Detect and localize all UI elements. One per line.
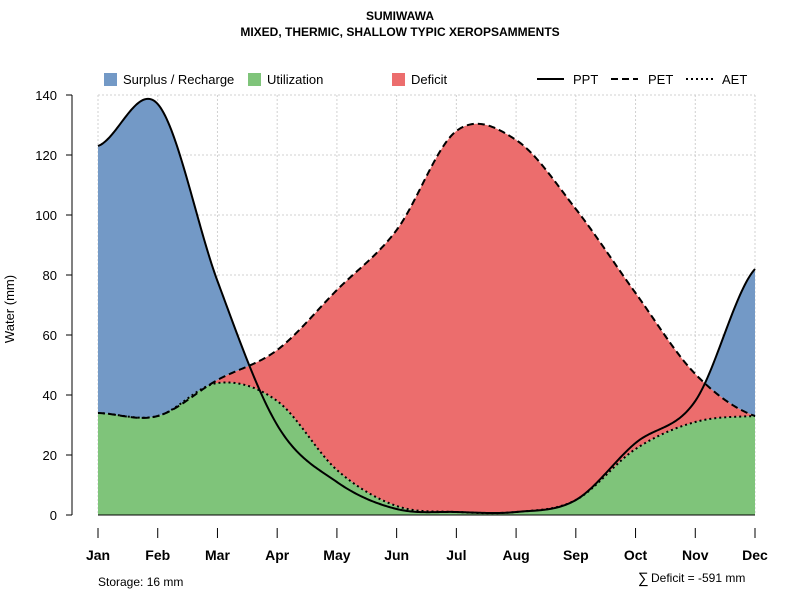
y-tick-label-140: 140 [35, 88, 57, 103]
legend-label-aet: AET [722, 72, 747, 87]
area-deficit [98, 123, 755, 514]
legend-label-ppt: PPT [573, 72, 598, 87]
y-tick-label-80: 80 [43, 268, 57, 283]
x-tick-label-nov: Nov [682, 547, 709, 563]
y-axis-label: Water (mm) [2, 275, 17, 343]
x-tick-label-sep: Sep [563, 547, 589, 563]
axis-layer: 0 20 40 60 80 100 120 140 Jan Feb Mar Apr May Jun Jul A… [35, 88, 768, 563]
y-tick-label-60: 60 [43, 328, 57, 343]
y-tick-label-20: 20 [43, 448, 57, 463]
chart-title: SUMIWAWA [366, 9, 434, 23]
legend-swatch-surplus [104, 73, 117, 86]
area-surplus-recharge [98, 98, 755, 418]
y-tick-label-0: 0 [50, 508, 57, 523]
x-tick-label-jul: Jul [446, 547, 466, 563]
y-tick-label-100: 100 [35, 208, 57, 223]
x-tick-label-mar: Mar [205, 547, 230, 563]
area-utilization [98, 382, 755, 515]
legend: Surplus / Recharge Utilization Deficit P… [104, 72, 747, 87]
x-tick-label-aug: Aug [502, 547, 529, 563]
x-tick-label-jan: Jan [86, 547, 110, 563]
series-line-ppt [97, 97, 756, 515]
x-tick-label-may: May [323, 547, 350, 563]
x-tick-label-oct: Oct [624, 547, 648, 563]
chart-subtitle: MIXED, THERMIC, SHALLOW TYPIC XEROPSAMME… [240, 25, 559, 39]
storage-note: Storage: 16 mm [98, 575, 183, 589]
series-line-pet [97, 122, 756, 419]
line-layer [97, 97, 756, 515]
y-tick-label-120: 120 [35, 148, 57, 163]
legend-swatch-utilization [248, 73, 261, 86]
legend-label-utilization: Utilization [267, 72, 323, 87]
deficit-note: Deficit = -591 mm [651, 571, 745, 585]
legend-label-pet: PET [648, 72, 673, 87]
x-tick-label-feb: Feb [145, 547, 170, 563]
legend-label-deficit: Deficit [411, 72, 448, 87]
legend-label-surplus: Surplus / Recharge [123, 72, 234, 87]
x-tick-label-jun: Jun [384, 547, 409, 563]
y-tick-label-40: 40 [43, 388, 57, 403]
area-layer [98, 98, 755, 515]
deficit-sum-symbol: ∑ [638, 570, 649, 587]
x-tick-label-apr: Apr [265, 547, 290, 563]
legend-swatch-deficit [392, 73, 405, 86]
x-tick-label-dec: Dec [742, 547, 768, 563]
